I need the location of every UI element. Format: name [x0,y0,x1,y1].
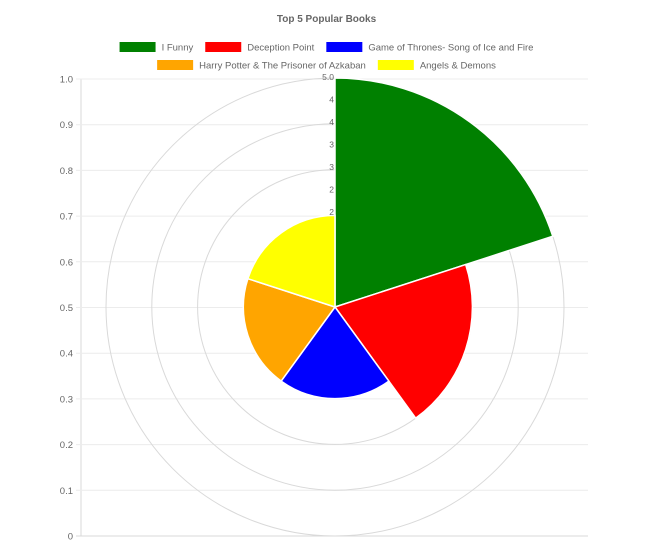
radial-tick-label: 3 [329,140,334,150]
legend-swatch[interactable] [157,60,194,70]
legend-swatch[interactable] [119,42,156,52]
radial-tick-labels: 5.0 4 4 3 3 2 2 [322,72,334,217]
legend-label[interactable]: I Funny [162,43,194,54]
y-tick-label: 0 [68,532,73,543]
slice[interactable] [242,277,337,383]
slice[interactable] [334,77,554,309]
chart-title: Top 5 Popular Books [276,14,377,25]
y-tick-label: 0.9 [60,120,73,131]
slice[interactable] [246,214,336,309]
y-tick-label: 0.6 [60,257,73,268]
legend-label[interactable]: Game of Thrones- Song of Ice and Fire [368,43,533,54]
slices [242,77,554,420]
legend-label[interactable]: Harry Potter & The Prisoner of Azkaban [199,61,366,72]
legend: I Funny Deception Point Game of Thrones- S… [119,42,533,72]
radial-tick-label: 2 [329,185,334,195]
y-tick-label: 1.0 [60,75,73,86]
radial-tick-label: 4 [329,95,334,105]
slice[interactable] [280,305,390,400]
legend-swatch[interactable] [377,60,414,70]
legend-label[interactable]: Angels & Demons [420,61,496,72]
slice[interactable] [333,263,474,420]
legend-swatch[interactable] [205,42,242,52]
legend-label[interactable]: Deception Point [247,43,314,54]
y-tick-label: 0.8 [60,166,73,177]
radial-tick-label: 5.0 [322,72,334,82]
y-tick-label: 0.5 [60,303,73,314]
radial-tick-label: 2 [329,207,334,217]
radial-tick-label: 3 [329,162,334,172]
radial-tick-label: 4 [329,117,334,127]
y-tick-label: 0.7 [60,212,73,223]
y-tick-label: 0.3 [60,394,73,405]
legend-swatch[interactable] [326,42,363,52]
y-tick-label: 0.1 [60,486,73,497]
y-tick-label: 0.4 [60,349,73,360]
y-tick-label: 0.2 [60,440,73,451]
